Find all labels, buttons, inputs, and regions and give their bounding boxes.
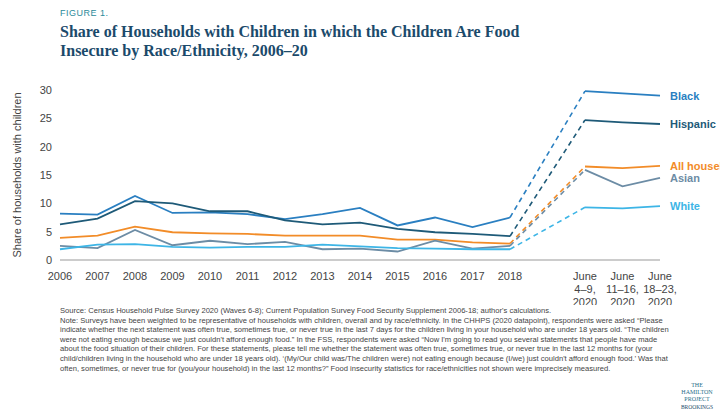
svg-text:2018: 2018 [498, 270, 522, 282]
html-text:FIGURE 1.: FIGURE 1. [60, 8, 109, 18]
svg-text:10: 10 [40, 197, 52, 209]
html-text:THE HAMILTON PROJECT: THE HAMILTON PROJECT [681, 382, 713, 402]
svg-text:2008: 2008 [123, 270, 147, 282]
svg-text:Share of households with child: Share of households with children [11, 92, 23, 257]
svg-text:30: 30 [40, 84, 52, 96]
svg-text:15: 15 [40, 169, 52, 181]
svg-text:5: 5 [46, 226, 52, 238]
html-text:Source: Census Household Pulse: Source: Census Household Pulse Survey 20… [60, 306, 552, 315]
svg-text:2012: 2012 [273, 270, 297, 282]
svg-text:All households: All households [670, 160, 712, 172]
svg-text:0: 0 [46, 254, 52, 266]
svg-text:2016: 2016 [423, 270, 447, 282]
svg-text:Black: Black [670, 90, 700, 102]
svg-text:2013: 2013 [310, 270, 334, 282]
html-text:BROOKINGS: BROOKINGS [681, 404, 713, 410]
svg-text:June18–23,2020: June18–23,2020 [643, 270, 677, 305]
svg-text:Hispanic: Hispanic [670, 118, 712, 130]
svg-text:2009: 2009 [160, 270, 184, 282]
svg-text:2011: 2011 [236, 270, 260, 282]
svg-text:2015: 2015 [385, 270, 409, 282]
svg-text:Asian: Asian [670, 172, 700, 184]
html-text:Note: Surveys have been weight: Note: Surveys have been weighted to be r… [60, 315, 669, 373]
svg-text:White: White [670, 200, 700, 212]
svg-text:2017: 2017 [460, 270, 484, 282]
svg-text:June4–9,2020: June4–9,2020 [573, 270, 597, 305]
html-text:Share of Households with Child: Share of Households with Children in whi… [60, 23, 520, 59]
svg-text:June11–16,2020: June11–16,2020 [606, 270, 639, 305]
svg-text:2006: 2006 [48, 270, 72, 282]
svg-text:25: 25 [40, 112, 52, 124]
svg-text:2007: 2007 [85, 270, 109, 282]
svg-text:2010: 2010 [198, 270, 222, 282]
svg-text:20: 20 [40, 141, 52, 153]
svg-text:2014: 2014 [348, 270, 372, 282]
